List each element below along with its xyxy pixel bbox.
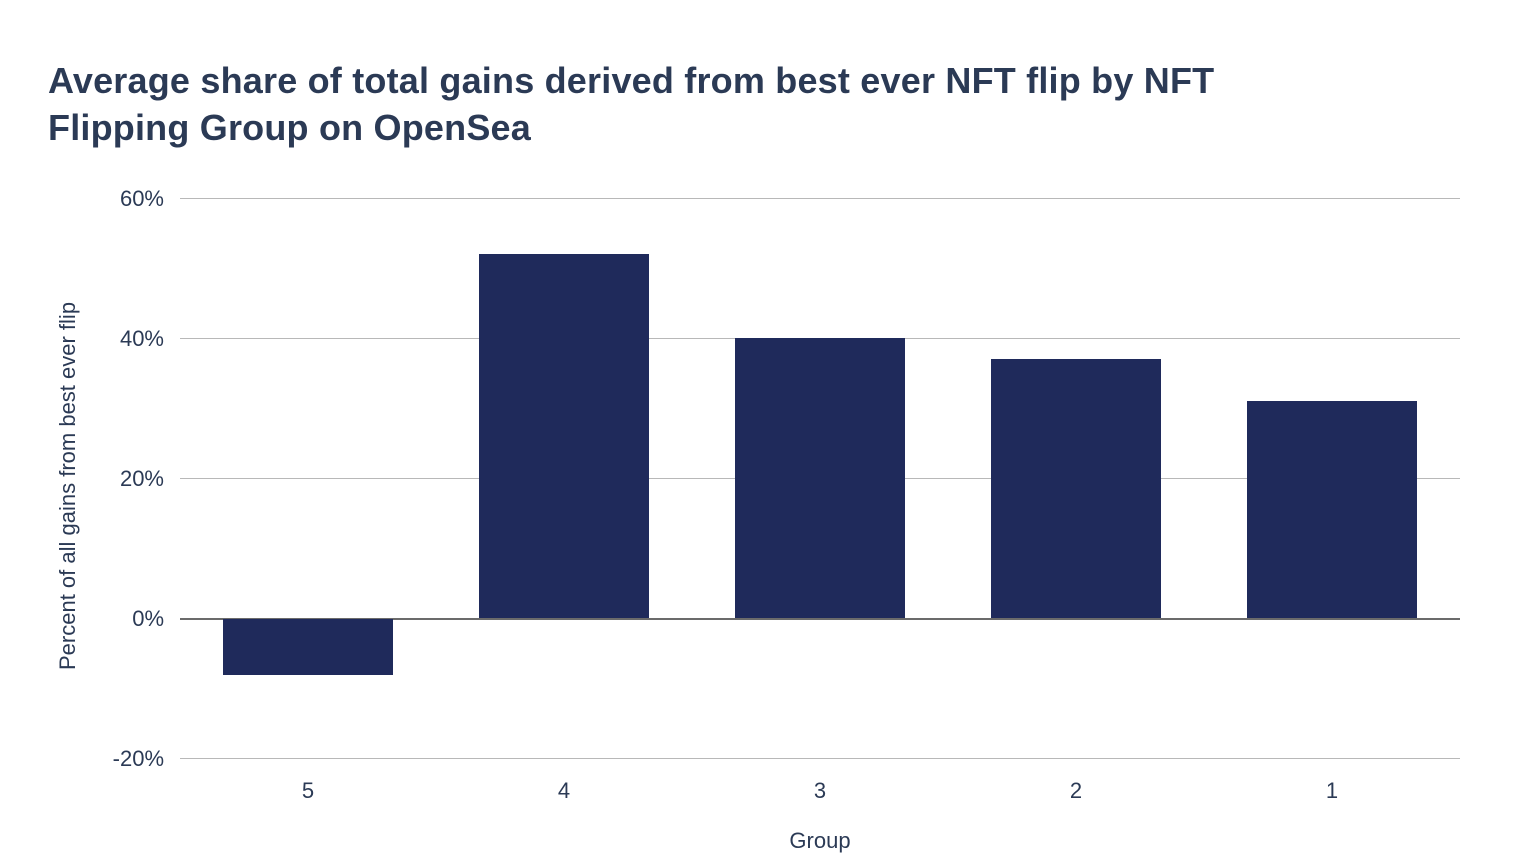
xtick-2: 2 [991,778,1161,804]
ytick-neg20: -20% [94,746,164,772]
chart-title: Average share of total gains derived fro… [48,58,1348,152]
gridline-60 [180,198,1460,199]
gridline-neg20 [180,758,1460,759]
bar-group-5 [223,619,393,675]
ytick-20: 20% [94,466,164,492]
xtick-5: 5 [223,778,393,804]
ytick-40: 40% [94,326,164,352]
bar-group-3 [735,338,905,618]
y-axis-title: Percent of all gains from best ever flip [55,302,81,670]
xtick-1: 1 [1247,778,1417,804]
ytick-60: 60% [94,186,164,212]
xtick-4: 4 [479,778,649,804]
bar-group-4 [479,254,649,618]
xtick-3: 3 [735,778,905,804]
plot-area: 60% 40% 20% 0% -20% 5 4 3 2 1 Group [180,198,1460,758]
bar-group-1 [1247,401,1417,618]
chart-container: Average share of total gains derived fro… [0,0,1536,855]
ytick-0: 0% [94,606,164,632]
bar-group-2 [991,359,1161,618]
x-axis-title: Group [770,828,870,854]
